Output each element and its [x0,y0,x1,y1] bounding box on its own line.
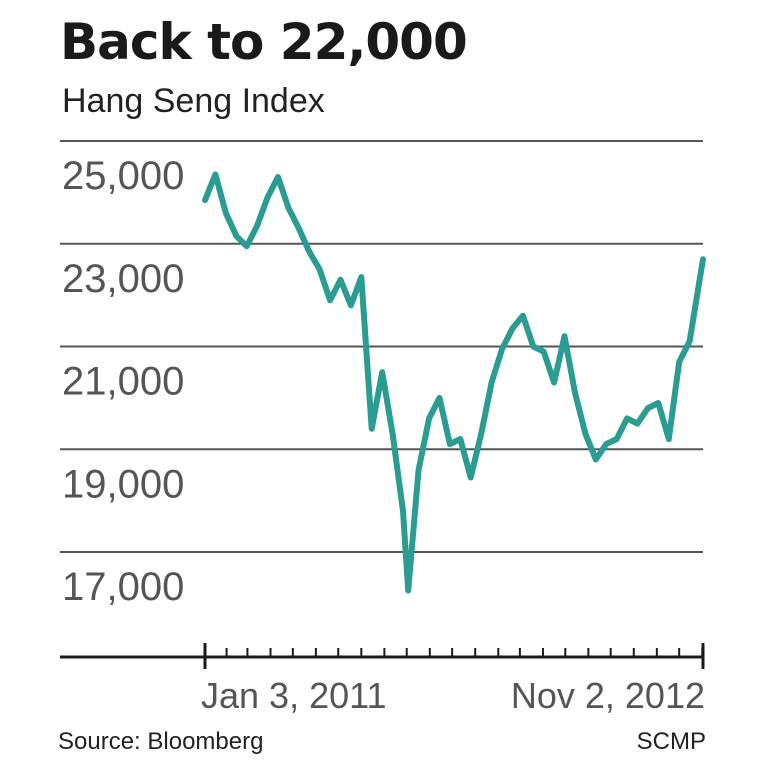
y-tick-label: 19,000 [62,462,184,506]
y-tick-label: 25,000 [62,154,184,198]
source-note: Source: Bloomberg [58,728,264,755]
x-tick-label: Nov 2, 2012 [511,675,705,716]
y-axis-labels: 25,000 23,000 21,000 19,000 17,000 [62,154,184,609]
series-line [202,171,706,594]
chart-subtitle: Hang Seng Index [62,82,325,120]
credit-note: SCMP [636,728,706,755]
x-tick-label: Jan 3, 2011 [201,675,386,716]
grid-lines [60,140,703,553]
x-axis-labels: Jan 3, 2011 Nov 2, 2012 [201,675,705,716]
y-tick-label: 21,000 [62,360,184,404]
y-tick-label: 17,000 [62,565,184,609]
chart-title: Back to 22,000 [60,13,468,71]
y-tick-label: 23,000 [62,257,184,301]
x-axis-ticks [203,643,705,669]
series-group [202,171,706,594]
